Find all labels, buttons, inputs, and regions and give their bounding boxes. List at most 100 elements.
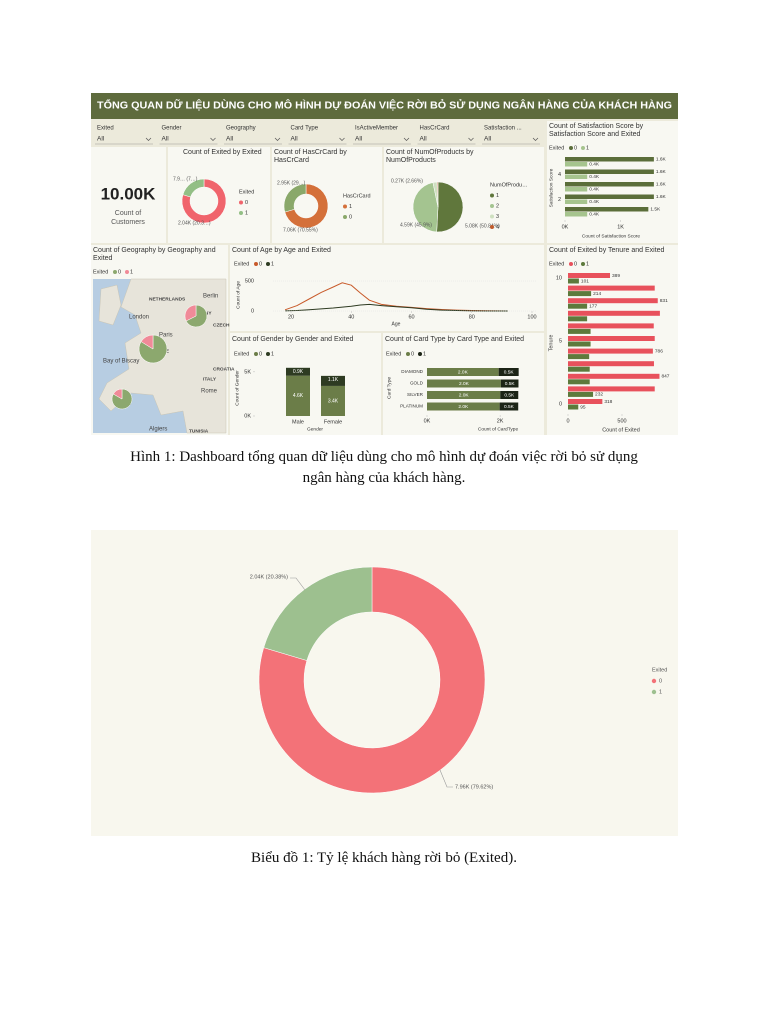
slicer-value[interactable]: All bbox=[97, 136, 105, 143]
bar bbox=[568, 316, 588, 322]
x-axis-label: Gender bbox=[307, 426, 323, 432]
bar bbox=[565, 157, 654, 162]
slicer-value[interactable]: All bbox=[162, 136, 170, 143]
bar bbox=[568, 291, 592, 297]
x-tick-label: Female bbox=[324, 419, 342, 425]
slicer-label: HasCrCard bbox=[420, 126, 450, 132]
y-tick-label: GOLD bbox=[410, 381, 424, 386]
bar bbox=[568, 273, 611, 278]
caption-line: ngân hàng của khách hàng. bbox=[302, 470, 466, 486]
bar bbox=[568, 391, 594, 397]
x-tick-label: 500 bbox=[617, 418, 626, 424]
data-label: 7.9… (7…) bbox=[173, 176, 198, 182]
data-label: 0.5K bbox=[504, 404, 515, 410]
data-label: 831 bbox=[660, 298, 668, 304]
bar bbox=[568, 341, 591, 347]
data-label: 232 bbox=[595, 392, 603, 398]
bar bbox=[568, 386, 655, 392]
y-axis-label: Card Type bbox=[386, 377, 392, 399]
bar bbox=[427, 368, 499, 376]
data-label: 2.04K (20.3…) bbox=[178, 220, 211, 226]
bar bbox=[565, 182, 654, 187]
data-label: 0.5K bbox=[504, 392, 515, 398]
data-label: 2.0K bbox=[458, 369, 469, 375]
legend-title: Exited bbox=[234, 351, 249, 357]
bar bbox=[568, 379, 590, 385]
bar bbox=[286, 375, 310, 416]
pie-slice bbox=[436, 181, 439, 208]
slicer-chevron bbox=[210, 137, 216, 141]
y-tick-label: 10 bbox=[556, 275, 562, 281]
legend-swatch bbox=[651, 678, 657, 684]
caption-line: Biểu đồ 1: Tỷ lệ khách hàng rời bỏ (Exit… bbox=[251, 850, 517, 866]
bar bbox=[500, 391, 519, 399]
map-label: ITALY bbox=[203, 376, 217, 382]
legend-swatch bbox=[418, 352, 422, 356]
bar bbox=[321, 385, 345, 416]
data-label: 1.6K bbox=[656, 157, 667, 163]
data-label: 0.5K bbox=[505, 381, 516, 387]
pie-slice bbox=[284, 183, 329, 229]
legend-title: Exited bbox=[549, 261, 564, 267]
bar bbox=[568, 323, 654, 329]
legend-title: Exited bbox=[549, 145, 564, 151]
y-tick-label: 0 bbox=[251, 308, 254, 314]
bar bbox=[568, 285, 655, 291]
caption-line: Hình 1: Dashboard tổng quan dữ liệu dùng… bbox=[130, 449, 638, 465]
legend-swatch bbox=[651, 689, 657, 695]
y-axis-label: Count of Age bbox=[235, 281, 241, 309]
slicer-value[interactable]: All bbox=[355, 136, 363, 143]
data-label: 7.06K (70.55%) bbox=[283, 227, 318, 233]
y-tick-label: 5K bbox=[244, 369, 251, 375]
slicer-chevron bbox=[145, 137, 152, 141]
pie-slice bbox=[263, 566, 373, 661]
bar bbox=[568, 366, 590, 372]
legend-label: 0 bbox=[659, 678, 662, 684]
legend-title: Exited bbox=[386, 351, 401, 357]
x-tick-label: 0 bbox=[566, 418, 569, 424]
legend-label: 1 bbox=[271, 261, 274, 267]
exited-chart: 2.04K (20.38%) 7.96K (79.62%) Exited 0 1 bbox=[91, 530, 678, 836]
slicer-value[interactable]: All bbox=[484, 136, 492, 143]
legend-label: 1 bbox=[586, 261, 589, 267]
map-label: Bay of Biscay bbox=[103, 359, 139, 365]
legend-label: 4 bbox=[496, 224, 499, 230]
legend-label: 1 bbox=[130, 269, 133, 275]
slicer-label: IsActiveMember bbox=[355, 126, 398, 132]
bar bbox=[568, 361, 654, 367]
map-label: Paris bbox=[159, 333, 173, 339]
legend-label: 3 bbox=[496, 214, 499, 220]
map-label: CROATIA bbox=[213, 366, 235, 372]
slicer-chevron bbox=[403, 137, 410, 141]
slicer-value[interactable]: All bbox=[420, 136, 428, 143]
bar bbox=[427, 379, 501, 388]
line-series bbox=[285, 303, 508, 312]
data-label: 2.0K bbox=[458, 404, 469, 410]
x-tick-label: 1K bbox=[617, 224, 624, 230]
data-label: 0.4K bbox=[589, 187, 600, 193]
slicer-value[interactable]: All bbox=[291, 136, 299, 143]
legend-title: Exited bbox=[234, 261, 249, 267]
data-label: 1.6K bbox=[656, 194, 667, 200]
data-label: 318 bbox=[604, 399, 612, 405]
legend-swatch bbox=[266, 352, 270, 356]
x-axis-label: Age bbox=[392, 321, 401, 327]
kpi-label: Customers bbox=[111, 219, 145, 226]
slicer-value[interactable]: All bbox=[226, 136, 234, 143]
legend-label: 1 bbox=[271, 351, 274, 357]
y-tick-label: SILVER bbox=[407, 392, 424, 397]
data-label: 2.0K bbox=[459, 381, 470, 387]
bar bbox=[498, 368, 519, 376]
panel bbox=[384, 147, 544, 243]
data-label: 1.5K bbox=[650, 207, 661, 213]
legend-title: HasCrCard bbox=[343, 193, 371, 199]
data-label: 847 bbox=[661, 374, 669, 380]
legend-label: 0 bbox=[574, 261, 577, 267]
panel-title: Count of Geography by Geography and Exit… bbox=[93, 247, 216, 262]
panel bbox=[230, 245, 544, 331]
bar bbox=[568, 298, 658, 304]
legend-swatch bbox=[490, 225, 494, 229]
data-label: 177 bbox=[589, 303, 597, 309]
bar bbox=[568, 348, 653, 354]
